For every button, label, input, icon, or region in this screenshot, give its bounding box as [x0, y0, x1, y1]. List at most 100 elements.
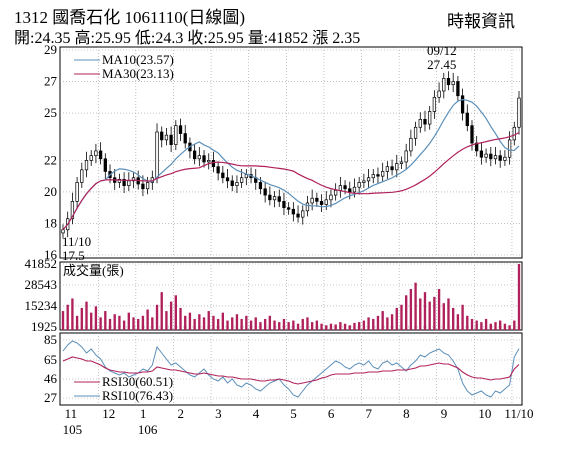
- volume-bar: [127, 312, 130, 330]
- volume-y-tick: 41852: [25, 256, 58, 271]
- candle: [418, 119, 422, 128]
- quote-summary: 開:24.35 高:25.95 低:24.3 收:25.95 量:41852 漲…: [14, 30, 361, 47]
- volume-bar: [160, 292, 163, 330]
- candle: [428, 111, 432, 125]
- candle: [437, 90, 441, 98]
- candle: [84, 160, 89, 171]
- x-tick-label: 12: [102, 406, 115, 421]
- volume-bar: [357, 322, 361, 330]
- volume-bar: [169, 301, 173, 330]
- x-year-label: 106: [138, 422, 158, 437]
- candle: [263, 188, 267, 196]
- rsi-y-tick: 85: [44, 332, 57, 347]
- x-year-label: 105: [63, 422, 83, 437]
- candle: [127, 180, 131, 186]
- candle: [235, 182, 239, 186]
- volume-bar: [390, 314, 394, 330]
- candle: [310, 197, 314, 204]
- volume-bar: [278, 322, 281, 330]
- candle: [352, 186, 357, 193]
- volume-bar: [282, 318, 286, 330]
- candle: [315, 197, 319, 202]
- volume-bar: [75, 315, 79, 330]
- volume-bar: [193, 318, 196, 330]
- candle: [475, 142, 479, 152]
- volume-bar: [456, 314, 460, 330]
- volume-bar: [447, 298, 450, 330]
- volume-bar: [226, 320, 229, 330]
- volume-bar: [254, 317, 257, 330]
- candle: [404, 150, 408, 163]
- candle: [390, 166, 394, 171]
- candle: [409, 137, 413, 152]
- volume-bar: [489, 323, 492, 330]
- volume-bar: [503, 323, 507, 330]
- candle: [230, 180, 234, 186]
- volume-bar: [419, 298, 422, 330]
- volume-bar: [188, 312, 192, 330]
- volume-bar: [310, 322, 314, 330]
- candle: [89, 155, 93, 161]
- volume-bar: [325, 325, 328, 330]
- volume-bar: [118, 315, 121, 330]
- candle: [61, 229, 65, 234]
- x-tick-label: 9: [441, 406, 448, 421]
- candle: [221, 172, 225, 179]
- volume-bar: [329, 323, 333, 330]
- candle: [145, 182, 150, 190]
- x-tick-label: 8: [403, 406, 410, 421]
- volume-bar: [296, 323, 300, 330]
- volume-bar: [494, 322, 497, 330]
- volume-bar: [484, 318, 488, 330]
- volume-bar: [268, 315, 272, 330]
- candle: [131, 177, 136, 182]
- volume-bar: [381, 311, 384, 330]
- volume-bar: [198, 314, 201, 330]
- volume-bar: [113, 314, 116, 330]
- volume-bar: [231, 317, 234, 330]
- volume-y-tick: 15234: [25, 298, 58, 313]
- volume-bar: [80, 307, 83, 330]
- candle: [202, 155, 206, 163]
- candle: [357, 182, 361, 188]
- candle: [183, 133, 187, 144]
- volume-bar: [367, 317, 370, 330]
- legend-rsi30: RSI30(60.51): [102, 374, 173, 389]
- candle: [268, 194, 272, 201]
- candle: [160, 131, 164, 141]
- volume-bar: [108, 318, 112, 330]
- volume-panel: 成交量(張): [61, 263, 521, 330]
- x-tick-label: 1: [140, 406, 147, 421]
- volume-bar: [339, 322, 342, 330]
- x-tick-label: 11: [65, 406, 78, 421]
- volume-bar: [442, 303, 445, 330]
- annotation-low-value: 17.5: [62, 248, 85, 263]
- candle: [503, 156, 507, 161]
- x-tick-label: 6: [328, 406, 335, 421]
- volume-bar: [151, 317, 154, 330]
- candle: [272, 196, 277, 201]
- candle: [479, 150, 484, 158]
- volume-bar: [273, 320, 276, 330]
- candle: [216, 166, 220, 174]
- candle: [211, 160, 216, 168]
- volume-bar: [362, 320, 366, 330]
- candle: [296, 213, 300, 218]
- candle: [178, 125, 183, 134]
- volume-bar: [221, 312, 225, 330]
- candle: [75, 182, 79, 202]
- candle: [512, 126, 516, 141]
- candle: [103, 158, 107, 172]
- candle: [239, 177, 244, 183]
- volume-bar: [137, 318, 140, 330]
- volume-bar: [409, 288, 413, 330]
- volume-bar: [245, 315, 248, 330]
- volume-bar: [249, 320, 253, 330]
- volume-bar: [141, 315, 145, 330]
- candle: [460, 95, 465, 114]
- candle: [376, 174, 380, 177]
- grid-lines: [59, 46, 523, 406]
- volume-bar: [508, 325, 511, 330]
- candle: [399, 161, 404, 164]
